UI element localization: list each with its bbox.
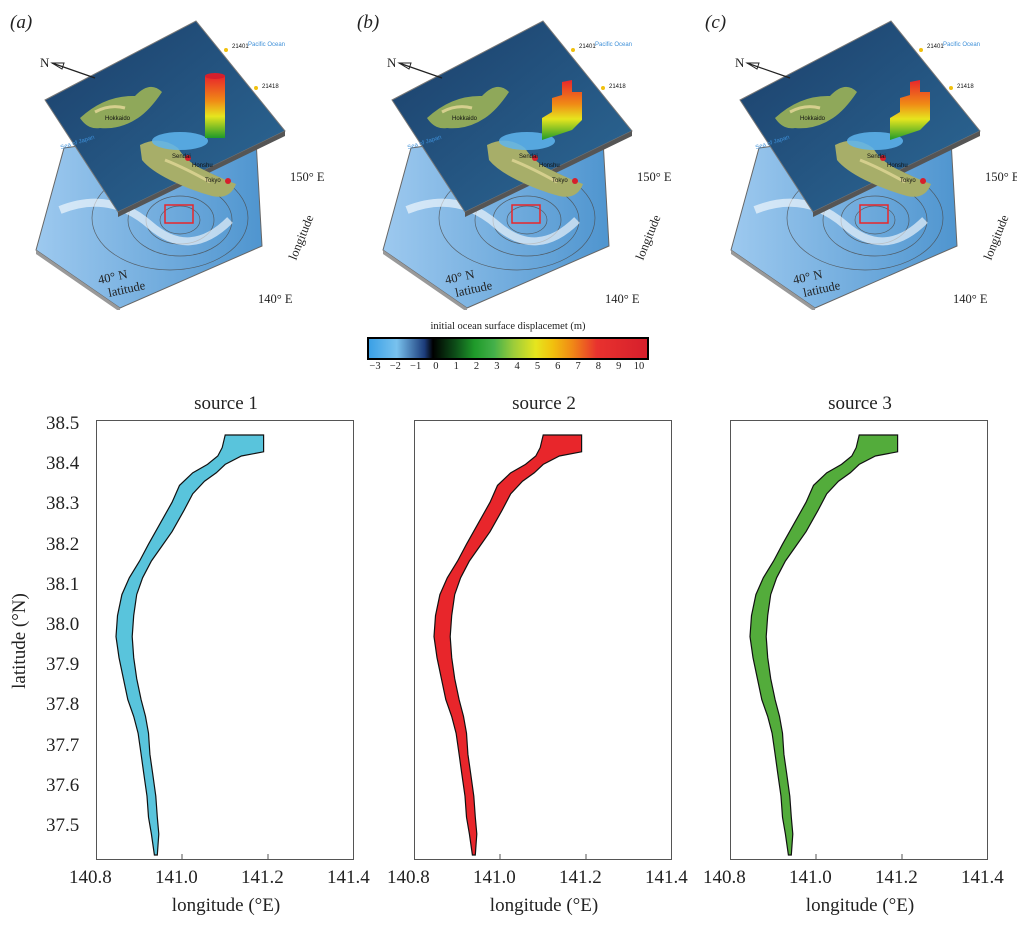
x-tick-label: 141.0 (473, 867, 516, 888)
inundation-area (749, 434, 899, 856)
pacific-label: Pacific Ocean (248, 42, 286, 48)
x-axis-label: longitude (°E) (805, 895, 915, 916)
colorbar-tick: 8 (595, 361, 601, 372)
plot-frame (414, 420, 672, 860)
inundation-map (96, 420, 354, 860)
lon150-label: 150° E (290, 170, 325, 184)
north-arrow (398, 62, 443, 79)
colorbar-tick: 1 (453, 361, 459, 372)
y-tick-label: 38.3 (46, 493, 80, 515)
colorbar-tick: 9 (616, 361, 622, 372)
panel-letter: (b) (357, 12, 380, 33)
inundation-map (414, 420, 672, 860)
pacific-label: Pacific Ocean (943, 42, 981, 48)
colorbar-tick: 7 (575, 361, 581, 372)
buoy1-label: 21401 (927, 44, 944, 50)
tokyo-label: Tokyo (205, 178, 221, 184)
sendai-label: Sendai (867, 154, 886, 160)
hokkaido-label: Hokkaido (452, 116, 478, 122)
y-tick-label: 37.5 (46, 815, 80, 836)
x-tick-label: 140.8 (69, 867, 112, 888)
colorbar-tick: 2 (473, 361, 480, 372)
buoy1-label: 21401 (579, 44, 596, 50)
hokkaido-label: Hokkaido (105, 116, 131, 122)
plot-frame (96, 420, 354, 860)
colorbar-tick: 6 (555, 361, 561, 372)
x-tick-label: 141.4 (327, 867, 370, 888)
y-tick-label: 38.4 (46, 453, 80, 475)
x-tick-label: 141.0 (789, 867, 832, 888)
x-tick-label: 141.0 (155, 867, 198, 888)
lon140-label: 140° E (953, 292, 988, 306)
inundation-area (433, 434, 583, 856)
plot-frame (730, 420, 988, 860)
colorbar-tick: 0 (433, 361, 439, 372)
displacement-column (205, 76, 225, 138)
north-label: N (387, 55, 397, 70)
hokkaido-label: Hokkaido (800, 116, 826, 122)
y-axis-label: latitude (°N) (9, 593, 30, 689)
x-tick-label: 141.2 (875, 867, 918, 888)
displacement-column (890, 80, 930, 140)
y-tick-label: 38.1 (46, 573, 80, 595)
north-label: N (40, 55, 50, 70)
x-axis-label: longitude (°E) (171, 895, 281, 916)
honshu-label: Honshu (192, 163, 213, 169)
north-arrow (746, 62, 791, 79)
lon140-label: 140° E (258, 292, 293, 306)
x-tick-label: 140.8 (703, 867, 746, 888)
buoy2-label: 21418 (609, 84, 626, 90)
colorbar-gradient (367, 337, 649, 360)
colorbar-tick: 5 (534, 361, 541, 372)
pacific-label: Pacific Ocean (595, 42, 633, 48)
y-tick-label: 37.9 (46, 654, 80, 676)
y-tick-label: 38.2 (46, 533, 80, 555)
y-tick-label: 37.7 (46, 734, 80, 756)
y-tick-label: 38.5 (46, 413, 80, 434)
colorbar-tick: −3 (369, 361, 381, 372)
y-tick-label: 37.8 (46, 694, 80, 716)
lon140-label: 140° E (605, 292, 640, 306)
buoy2-label: 21418 (262, 84, 279, 90)
y-tick-label: 37.6 (46, 774, 80, 796)
lon150-label: 150° E (637, 170, 672, 184)
buoy1-label: 21401 (232, 44, 249, 50)
colorbar-tick: 3 (494, 361, 500, 372)
panel-letter: (c) (705, 12, 727, 33)
honshu-label: Honshu (887, 163, 908, 169)
north-label: N (735, 55, 745, 70)
panel-letter: (a) (10, 12, 33, 33)
lon150-label: 150° E (985, 170, 1017, 184)
colorbar-title: initial ocean surface displacemet (m) (430, 321, 586, 332)
x-tick-label: 141.4 (961, 867, 1004, 888)
y-tick-label: 38.0 (46, 614, 80, 635)
colorbar-tick: −1 (410, 361, 422, 372)
colorbar-tick: −2 (389, 361, 401, 372)
x-axis-label: longitude (°E) (489, 895, 599, 916)
sendai-label: Sendai (172, 154, 191, 160)
source-title: source 1 (194, 393, 258, 414)
buoy2-label: 21418 (957, 84, 974, 90)
tokyo-label: Tokyo (900, 178, 916, 184)
inundation-area (115, 434, 265, 856)
honshu-label: Honshu (539, 163, 560, 169)
sendai-label: Sendai (519, 154, 538, 160)
x-tick-label: 140.8 (387, 867, 430, 888)
colorbar-tick: 4 (514, 361, 520, 372)
x-tick-label: 141.2 (559, 867, 602, 888)
inundation-map (730, 420, 988, 860)
source-title: source 3 (828, 393, 892, 414)
colorbar-tick: 10 (633, 361, 645, 372)
x-tick-label: 141.4 (645, 867, 688, 888)
tokyo-label: Tokyo (552, 178, 568, 184)
source-title: source 2 (512, 393, 576, 414)
displacement-column (542, 80, 582, 140)
north-arrow (51, 62, 96, 79)
x-tick-label: 141.2 (241, 867, 284, 888)
